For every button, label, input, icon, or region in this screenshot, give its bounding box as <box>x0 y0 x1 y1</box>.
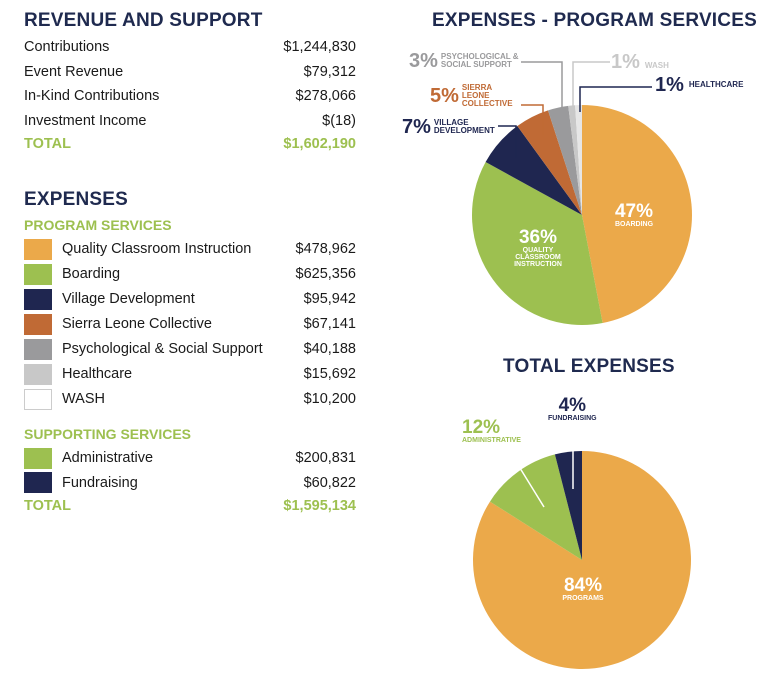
supporting-expense-row: Administrative $200,831 <box>24 447 356 469</box>
legend-swatch <box>24 288 52 310</box>
program-expense-row: WASH $10,200 <box>24 388 356 410</box>
row-amount: $200,831 <box>295 450 356 466</box>
row-amount: $1,244,830 <box>283 39 356 55</box>
row-label: Quality Classroom Instruction <box>62 241 252 257</box>
row-label: In-Kind Contributions <box>24 88 160 104</box>
label-administrative: 12% ADMINISTRATIVE <box>462 417 521 444</box>
row-amount: $67,141 <box>303 316 356 332</box>
expenses-total-row: TOTAL $1,595,134 <box>24 495 356 517</box>
pie-slice-wash <box>568 105 582 215</box>
supporting-expense-row: Fundraising $60,822 <box>24 472 356 494</box>
legend-swatch <box>24 388 52 410</box>
revenue-row: Investment Income $(18) <box>24 110 356 132</box>
legend-swatch <box>24 447 52 469</box>
label-psychological: 3% PSYCHOLOGICAL & SOCIAL SUPPORT <box>409 50 519 72</box>
row-amount: $625,356 <box>295 266 356 282</box>
supporting-services-title: SUPPORTING SERVICES <box>24 426 192 442</box>
label-sierra-leone: 5% SIERRA LEONE COLLECTIVE <box>430 83 513 108</box>
row-amount: $79,312 <box>303 63 356 80</box>
legend-swatch <box>24 263 52 285</box>
row-amount: $40,188 <box>303 341 356 357</box>
program-expense-row: Sierra Leone Collective $67,141 <box>24 313 356 335</box>
row-label: Boarding <box>62 266 121 282</box>
row-label: Event Revenue <box>24 63 124 80</box>
row-label: Sierra Leone Collective <box>62 316 212 332</box>
revenue-row: Contributions $1,244,830 <box>24 36 356 58</box>
label-programs: 84% PROGRAMS <box>562 575 604 602</box>
program-expense-row: Psychological & Social Support $40,188 <box>24 338 356 360</box>
label-boarding: 47% BOARDING <box>614 201 654 228</box>
row-amount: $15,692 <box>303 366 356 382</box>
program-expense-row: Village Development $95,942 <box>24 288 356 310</box>
pie-slice-sierra-leone-collective <box>517 110 582 215</box>
legend-swatch <box>24 472 52 493</box>
program-expense-row: Quality Classroom Instruction $478,962 <box>24 238 356 260</box>
chart-title-total: TOTAL EXPENSES <box>503 356 675 377</box>
program-expense-row: Healthcare $15,692 <box>24 363 356 385</box>
row-label: Fundraising <box>62 474 138 491</box>
row-label: Healthcare <box>62 366 133 382</box>
label-fundraising: 4% FUNDRAISING <box>548 395 597 422</box>
pie-slice-boarding <box>582 105 692 324</box>
revenue-total-row: TOTAL $1,602,190 <box>24 133 356 155</box>
legend-swatch <box>24 338 52 360</box>
row-label: WASH <box>62 391 105 407</box>
pie-slice-village-development <box>485 126 582 215</box>
row-amount: $1,602,190 <box>283 136 356 152</box>
revenue-title: REVENUE AND SUPPORT <box>24 10 263 31</box>
pie-slice-programs <box>472 451 691 669</box>
pie-slice-administrative <box>489 454 582 560</box>
row-label: TOTAL <box>24 498 71 514</box>
row-label: TOTAL <box>24 136 71 152</box>
row-amount: $478,962 <box>295 241 356 257</box>
row-label: Administrative <box>62 450 154 466</box>
legend-swatch <box>24 363 52 385</box>
program-services-title: PROGRAM SERVICES <box>24 217 172 233</box>
row-label: Village Development <box>62 291 195 307</box>
revenue-row: In-Kind Contributions $278,066 <box>24 85 356 107</box>
row-amount: $(18) <box>322 112 356 129</box>
pie-slice-quality-classroom-instruction <box>471 162 603 325</box>
leader-lines <box>498 61 652 508</box>
row-amount: $95,942 <box>303 291 356 307</box>
label-healthcare: 1% HEALTHCARE <box>655 74 744 96</box>
chart-title-program: EXPENSES - PROGRAM SERVICES <box>432 10 757 31</box>
pie-program-services <box>471 105 692 325</box>
row-amount: $1,595,134 <box>283 498 356 514</box>
row-amount: $60,822 <box>303 474 356 491</box>
label-wash: 1% WASH <box>611 51 669 73</box>
pie-slice-fundraising <box>554 451 582 560</box>
legend-swatch <box>24 313 52 335</box>
row-label: Contributions <box>24 39 110 55</box>
row-amount: $10,200 <box>303 391 356 407</box>
pie-total-expenses <box>472 451 691 669</box>
label-village-development: 7% VILLAGE DEVELOPMENT <box>402 116 495 138</box>
row-label: Psychological & Social Support <box>62 341 263 357</box>
pie-slice-psychological-social-support <box>548 105 582 215</box>
program-expense-row: Boarding $625,356 <box>24 263 356 285</box>
label-quality-classroom: 36% QUALITY CLASSROOM INSTRUCTION <box>514 227 562 268</box>
revenue-row: Event Revenue $79,312 <box>24 61 356 83</box>
row-label: Investment Income <box>24 112 147 129</box>
expenses-title: EXPENSES <box>24 189 129 210</box>
pie-slice-healthcare <box>575 105 582 215</box>
row-amount: $278,066 <box>295 88 356 104</box>
legend-swatch <box>24 238 52 260</box>
